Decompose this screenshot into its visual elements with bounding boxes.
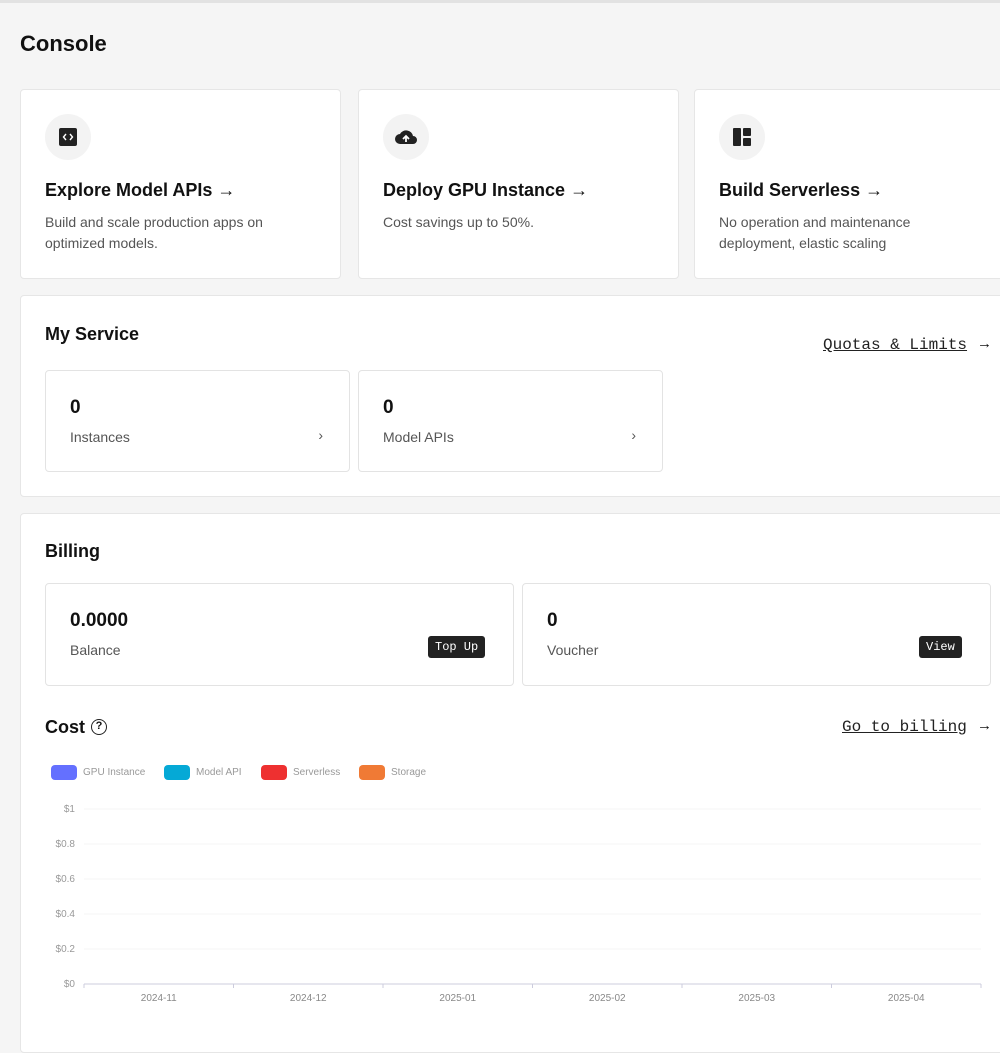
help-icon[interactable]: ? — [91, 719, 107, 735]
y-tick-label: $1 — [64, 804, 76, 815]
cost-title: Cost — [45, 717, 85, 737]
card-description: Build and scale production apps on optim… — [45, 214, 263, 251]
y-tick-label: $0.2 — [56, 944, 76, 955]
voucher-stat: 0 Voucher View — [522, 583, 991, 686]
card-description: Cost savings up to 50%. — [383, 214, 534, 230]
balance-stat: 0.0000 Balance Top Up — [45, 583, 514, 686]
legend-label: Storage — [391, 767, 427, 778]
y-tick-label: $0 — [64, 979, 76, 990]
section-title: My Service — [45, 324, 140, 344]
view-voucher-button[interactable]: View — [919, 636, 962, 658]
legend-swatch — [164, 765, 190, 780]
stat-label: Instances — [70, 429, 130, 445]
billing-section: Billing 0.0000 Balance Top Up 0 Voucher … — [20, 513, 1000, 1053]
x-tick-label: 2024-12 — [290, 993, 327, 1004]
top-up-button[interactable]: Top Up — [428, 636, 486, 658]
quotas-limits-link[interactable]: Quotas & Limits — [823, 336, 968, 354]
legend-label: GPU Instance — [83, 767, 146, 778]
section-title: Billing — [45, 541, 100, 561]
legend-label: Model API — [196, 767, 242, 778]
chevron-right-icon: › — [631, 427, 636, 443]
arrow-icon: → — [977, 717, 992, 734]
card-title: Explore Model APIs — [45, 180, 213, 200]
layout-icon — [719, 114, 765, 160]
stat-value: 0 — [70, 397, 81, 418]
x-tick-label: 2025-01 — [439, 993, 476, 1004]
chevron-right-icon: › — [318, 427, 323, 443]
stat-value: 0 — [383, 397, 394, 418]
cloud-upload-icon — [383, 114, 429, 160]
x-tick-label: 2025-02 — [589, 993, 626, 1004]
code-icon — [45, 114, 91, 160]
y-tick-label: $0.4 — [56, 909, 76, 920]
model-apis-stat[interactable]: 0 Model APIs › — [358, 370, 663, 472]
y-tick-label: $0.6 — [56, 874, 76, 885]
card-title: Build Serverless — [719, 180, 861, 200]
balance-value: 0.0000 — [70, 610, 129, 631]
legend-item[interactable]: Storage — [359, 765, 426, 780]
my-service-section: My Service Quotas & Limits → 0 Instances… — [20, 295, 1000, 497]
voucher-label: Voucher — [547, 642, 599, 658]
arrow-icon: → — [217, 180, 236, 200]
x-tick-label: 2024-11 — [141, 993, 177, 1004]
legend-swatch — [51, 765, 77, 780]
x-tick-label: 2025-03 — [738, 993, 775, 1004]
page-title: Console — [20, 31, 107, 56]
build-serverless-card[interactable]: Build Serverless → No operation and main… — [694, 89, 1000, 279]
x-tick-label: 2025-04 — [888, 993, 925, 1004]
legend-item[interactable]: GPU Instance — [51, 765, 145, 780]
explore-model-apis-card[interactable]: Explore Model APIs → Build and scale pro… — [20, 89, 341, 279]
arrow-icon: → — [865, 180, 884, 200]
legend-label: Serverless — [293, 767, 341, 778]
balance-label: Balance — [70, 642, 121, 658]
voucher-value: 0 — [547, 610, 558, 631]
card-title: Deploy GPU Instance — [383, 180, 566, 200]
arrow-icon: → — [977, 335, 992, 352]
instances-stat[interactable]: 0 Instances › — [45, 370, 350, 472]
legend-item[interactable]: Model API — [164, 765, 242, 780]
arrow-icon: → — [570, 180, 589, 200]
deploy-gpu-instance-card[interactable]: Deploy GPU Instance → Cost savings up to… — [358, 89, 679, 279]
y-tick-label: $0.8 — [56, 839, 76, 850]
go-to-billing-link[interactable]: Go to billing — [842, 718, 967, 736]
cost-chart: GPU Instance Model API Serverless Storage $… — [21, 744, 1000, 1034]
legend-item[interactable]: Serverless — [261, 765, 340, 780]
legend-swatch — [359, 765, 385, 780]
legend-swatch — [261, 765, 287, 780]
stat-label: Model APIs — [383, 429, 454, 445]
card-description: No operation and maintenance deployment,… — [719, 214, 911, 251]
